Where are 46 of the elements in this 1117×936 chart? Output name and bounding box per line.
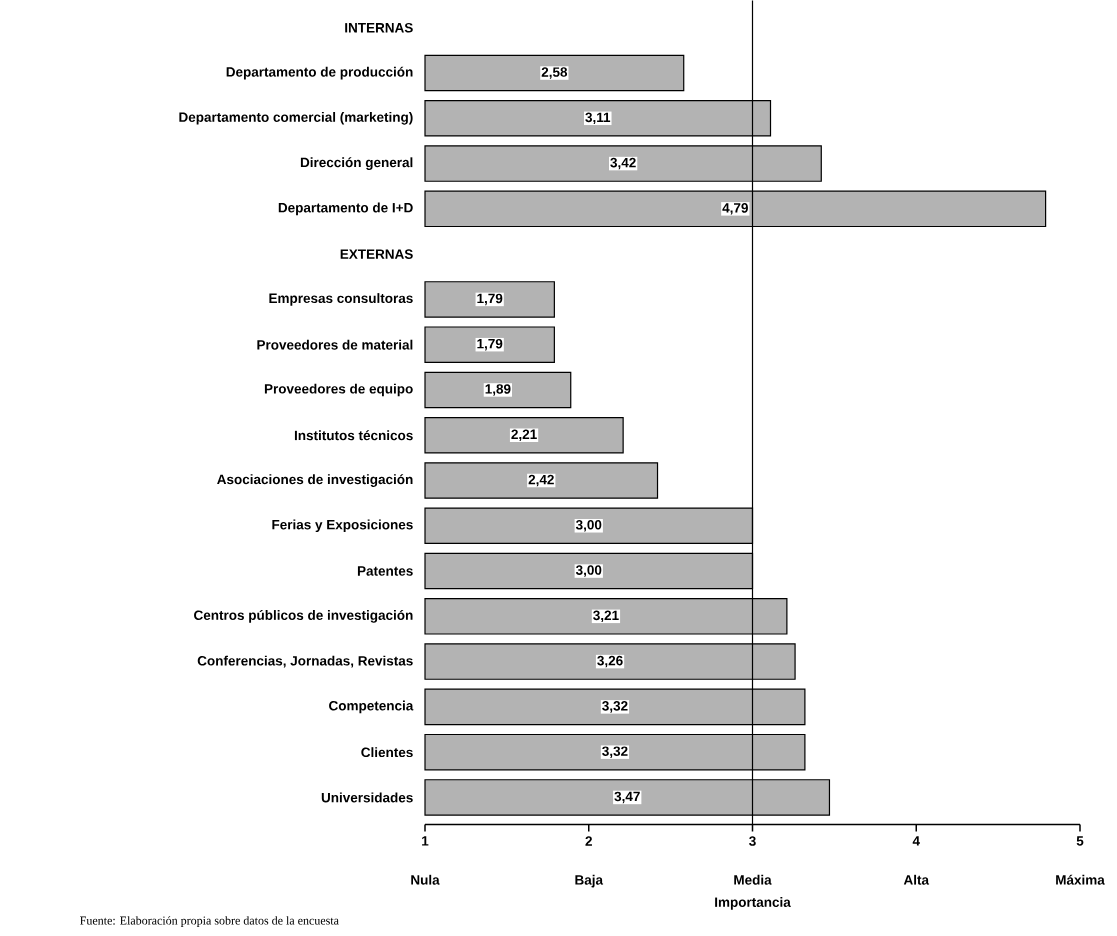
data-label: 3,42	[610, 158, 636, 170]
y-tick-label: Centros públicos de investigación	[194, 610, 413, 623]
data-label: 3,00	[575, 520, 602, 532]
x-axis-title: Importancia	[715, 897, 791, 910]
text: Alta	[903, 875, 930, 885]
y-tick-label: EXTERNAS	[340, 249, 413, 260]
y-tick-label: Competencia	[329, 700, 414, 714]
data-label: 3,00	[575, 565, 602, 578]
data-label: 1,89	[485, 384, 511, 396]
y-tick-label: Departamento de producción	[226, 66, 413, 80]
text: Media	[734, 875, 772, 885]
y-tick-label: INTERNAS	[345, 23, 413, 33]
y-tick-label: Universidades	[321, 792, 413, 803]
data-label: 3,26	[597, 656, 623, 668]
text: Máxima	[1056, 874, 1105, 885]
y-tick-label: Empresas consultoras	[269, 293, 413, 306]
data-label: 3,21	[593, 610, 619, 623]
data-label: 4,79	[722, 203, 748, 215]
x-tick-label: 1	[422, 836, 429, 846]
data-label: 2,58	[541, 67, 568, 79]
y-tick-label: Clientes	[361, 747, 413, 758]
data-label: 2,21	[511, 429, 537, 442]
x-tick-label: 2	[585, 836, 592, 846]
y-tick-label: Conferencias, Jornadas, Revistas	[197, 655, 413, 668]
data-label: 3,47	[614, 791, 640, 804]
y-tick-label: Proveedores de material	[257, 339, 413, 350]
y-tick-label: Ferias y Exposiciones	[272, 519, 413, 533]
y-tick-label: Departamento de I+D	[278, 202, 413, 216]
y-tick-label: Patentes	[357, 566, 413, 576]
data-label: 2,42	[528, 474, 554, 487]
y-tick-label: Dirección general	[300, 157, 413, 171]
text: Nula	[411, 875, 440, 885]
data-label: 3,32	[602, 701, 628, 713]
x-tick-label: 5	[1076, 836, 1084, 846]
data-label: 1,79	[477, 293, 503, 306]
y-tick-label: Departamento comercial (marketing)	[179, 112, 413, 125]
x-tick-label: 3	[749, 836, 756, 847]
data-label: 3,11	[585, 112, 611, 125]
text: Baja	[575, 875, 604, 888]
data-label: 3,32	[602, 746, 628, 759]
y-tick-label: Institutos técnicos	[294, 430, 413, 441]
y-tick-label: Asociaciones de investigación	[217, 474, 413, 488]
x-tick-label: 4	[912, 836, 920, 846]
data-label: 1,79	[477, 339, 503, 351]
y-tick-label: Proveedores de equipo	[264, 383, 413, 397]
source-note: Fuente: Elaboración propia sobre datos de la encuesta	[80, 916, 339, 928]
